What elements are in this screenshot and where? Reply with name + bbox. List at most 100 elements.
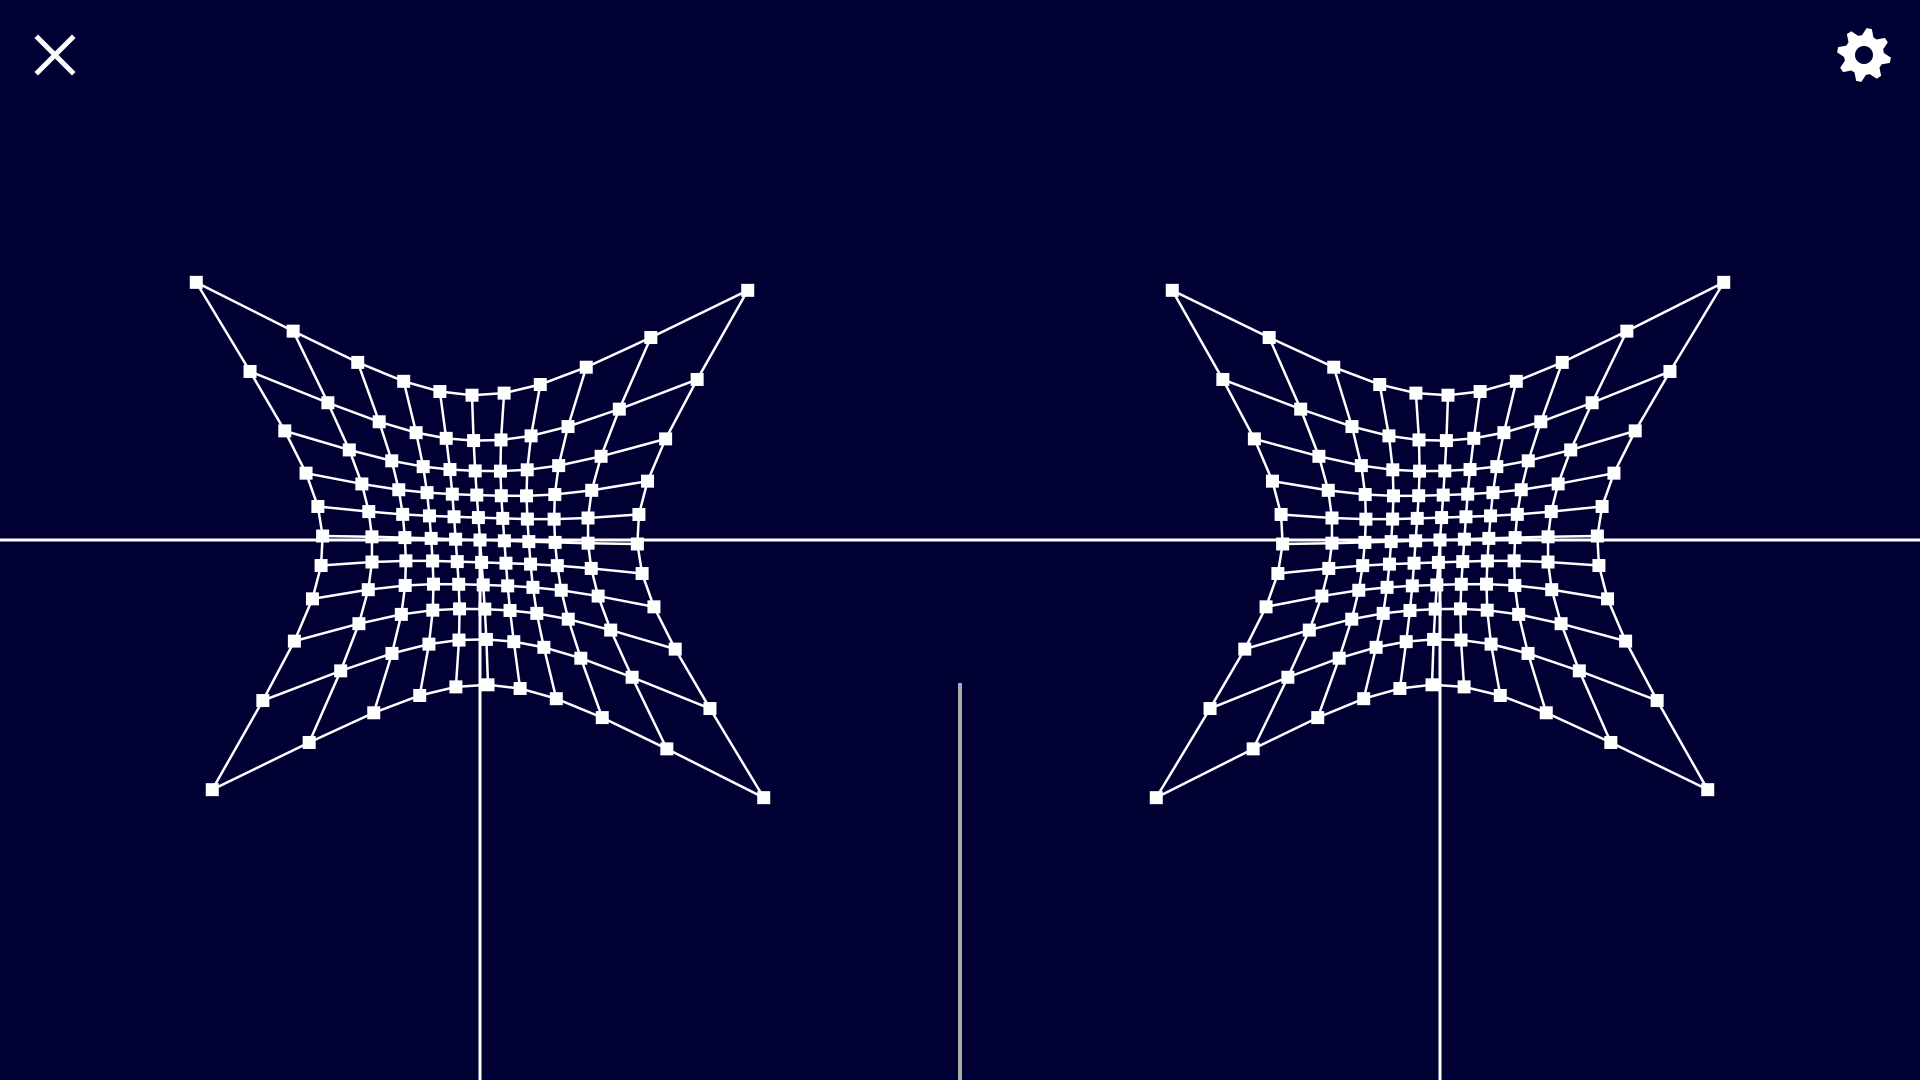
grid-node <box>581 511 595 525</box>
grid-node <box>522 535 536 549</box>
grid-node <box>1508 578 1522 592</box>
grid-node <box>690 372 704 386</box>
grid-node <box>595 711 609 725</box>
grid-node <box>585 483 599 497</box>
grid-node <box>513 681 527 695</box>
grid-node <box>741 283 755 297</box>
grid-node <box>1595 499 1609 513</box>
grid-node <box>1619 634 1633 648</box>
grid-node <box>367 706 381 720</box>
grid-node <box>471 511 485 525</box>
grid-node <box>1435 511 1449 525</box>
grid-node <box>302 735 316 749</box>
grid-node <box>1373 378 1387 392</box>
grid-node <box>581 536 595 550</box>
grid-node <box>1238 642 1252 656</box>
settings-icon[interactable] <box>1837 28 1891 82</box>
grid-node <box>1380 580 1394 594</box>
grid-node <box>449 532 463 546</box>
grid-node <box>409 426 423 440</box>
grid-node <box>1354 459 1368 473</box>
grid-node <box>641 474 655 488</box>
grid-node <box>1386 489 1400 503</box>
grid-node <box>1345 612 1359 626</box>
grid-node <box>1607 466 1621 480</box>
grid-node <box>1541 530 1555 544</box>
grid-node <box>1521 454 1535 468</box>
grid-node <box>1507 554 1521 568</box>
grid-node <box>1436 488 1450 502</box>
grid-node <box>334 664 348 678</box>
grid-node <box>507 635 521 649</box>
grid-node <box>561 420 575 434</box>
grid-node <box>520 512 534 526</box>
grid-node <box>392 483 406 497</box>
grid-node <box>1262 331 1276 345</box>
grid-node <box>497 386 511 400</box>
grid-node <box>481 678 495 692</box>
grid-node <box>465 388 479 402</box>
grid-node <box>475 555 489 569</box>
grid-node <box>1551 477 1565 491</box>
grid-node <box>1376 606 1390 620</box>
grid-node <box>316 529 330 543</box>
grid-node <box>1265 474 1279 488</box>
grid-node <box>1271 567 1285 581</box>
grid-node <box>550 559 564 573</box>
grid-node <box>342 443 356 457</box>
grid-node <box>1311 711 1325 725</box>
grid-node <box>447 510 461 524</box>
gear-hole[interactable] <box>1855 46 1873 64</box>
grid-node <box>1410 511 1424 525</box>
settings-button[interactable] <box>1834 25 1894 85</box>
grid-node <box>632 507 646 521</box>
grid-node <box>1369 640 1383 654</box>
grid-node <box>365 555 379 569</box>
grid-node <box>1493 688 1507 702</box>
close-button[interactable] <box>25 25 85 85</box>
grid-node <box>1325 536 1339 550</box>
grid-node <box>1427 632 1441 646</box>
grid-node <box>1403 603 1417 617</box>
grid-node <box>1165 283 1179 297</box>
grid-node <box>547 512 561 526</box>
grid-node <box>499 556 513 570</box>
grid-node <box>1412 489 1426 503</box>
grid-node <box>1386 463 1400 477</box>
grid-node <box>1322 561 1336 575</box>
grid-node <box>1650 694 1664 708</box>
grid-node <box>1259 600 1273 614</box>
grid-node <box>362 505 376 519</box>
grid-node <box>1484 637 1498 651</box>
grid-node <box>1480 577 1494 591</box>
grid-node <box>470 488 484 502</box>
grid-node <box>286 324 300 338</box>
grid-node <box>1431 555 1445 569</box>
grid-node <box>449 680 463 694</box>
grid-node <box>1534 415 1548 429</box>
grid-node <box>591 589 605 603</box>
grid-node <box>321 396 335 410</box>
grid-node <box>548 535 562 549</box>
grid-node <box>1409 534 1423 548</box>
grid-node <box>1294 402 1308 416</box>
grid-node <box>1247 432 1261 446</box>
grid-node <box>494 489 508 503</box>
grid-node <box>579 360 593 374</box>
grid-node <box>478 602 492 616</box>
grid-node <box>526 580 540 594</box>
grid-node <box>1433 533 1447 547</box>
grid-node <box>1276 537 1290 551</box>
grid-node <box>1592 559 1606 573</box>
grid-node <box>394 607 408 621</box>
grid-node <box>413 688 427 702</box>
close-icon[interactable] <box>34 34 76 76</box>
grid-node <box>1539 706 1553 720</box>
grid-node <box>548 488 562 502</box>
grid-node <box>1405 579 1419 593</box>
grid-node <box>473 533 487 547</box>
grid-node <box>189 275 203 289</box>
grid-node <box>385 454 399 468</box>
